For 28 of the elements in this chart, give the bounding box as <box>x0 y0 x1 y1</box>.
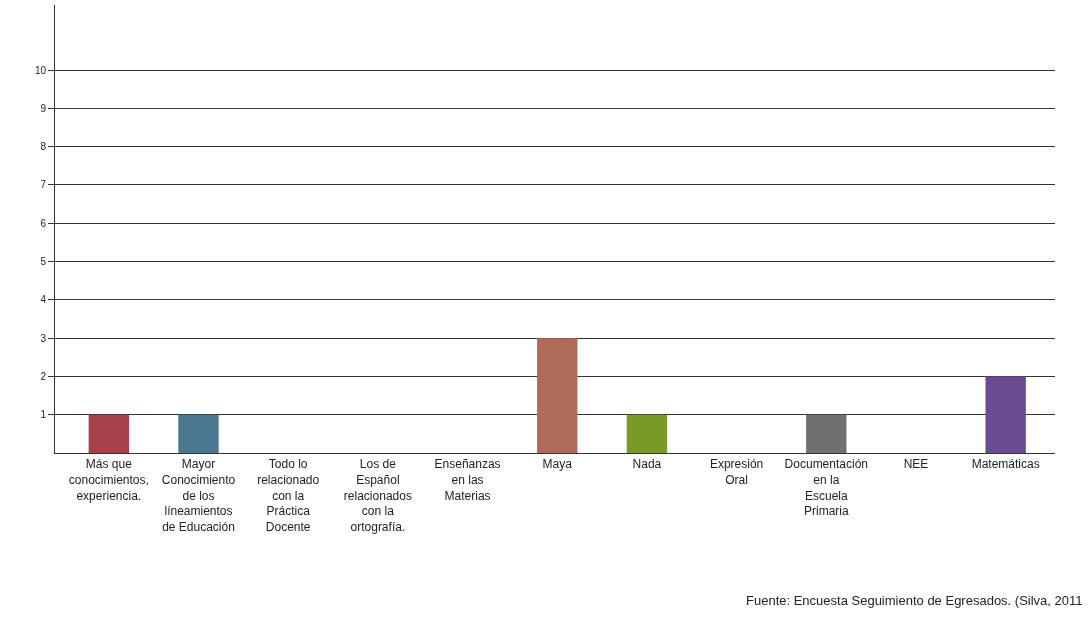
x-tick-label: Enseñanzas en las Materias <box>434 457 501 503</box>
bar <box>626 414 668 453</box>
y-tick-label: 8 <box>40 141 47 153</box>
x-tick-label: Matemáticas <box>971 457 1040 472</box>
bar <box>88 414 129 453</box>
y-tick-label: 7 <box>40 179 47 191</box>
bar <box>985 376 1026 453</box>
y-tick-label: 1 <box>40 409 47 421</box>
y-tick-label: 3 <box>40 332 47 344</box>
bar <box>178 414 219 453</box>
x-tick-label: Nada <box>632 457 662 472</box>
x-tick-label: Todo lo relacionado con la Práctica Docente <box>257 457 320 534</box>
y-tick-label: 9 <box>40 102 47 114</box>
y-tick-label: 6 <box>40 217 47 229</box>
y-tick-label: 4 <box>40 294 47 306</box>
bar <box>806 414 847 453</box>
y-tick-label: 2 <box>40 370 47 382</box>
x-tick-label: Expresión Oral <box>709 457 764 487</box>
x-tick-label: Más que conocimientos, experiencia. <box>68 457 149 503</box>
x-tick-label: Documentación en la Escuela Primaria <box>784 457 868 519</box>
y-tick-label: 5 <box>40 256 47 268</box>
x-tick-label: NEE <box>903 457 929 472</box>
y-tick-label: 10 <box>34 64 47 76</box>
x-tick-label: Mayor Conocimiento de los líneamientos de Educación <box>161 457 236 534</box>
x-tick-label: Los de Español relacionados con la ortografía. <box>343 457 412 534</box>
bar <box>537 338 578 453</box>
source-note: Fuente: Encuesta Seguimiento de Egresados. (Silva, 2011 <box>746 593 1083 608</box>
x-tick-label: Maya <box>542 457 573 472</box>
